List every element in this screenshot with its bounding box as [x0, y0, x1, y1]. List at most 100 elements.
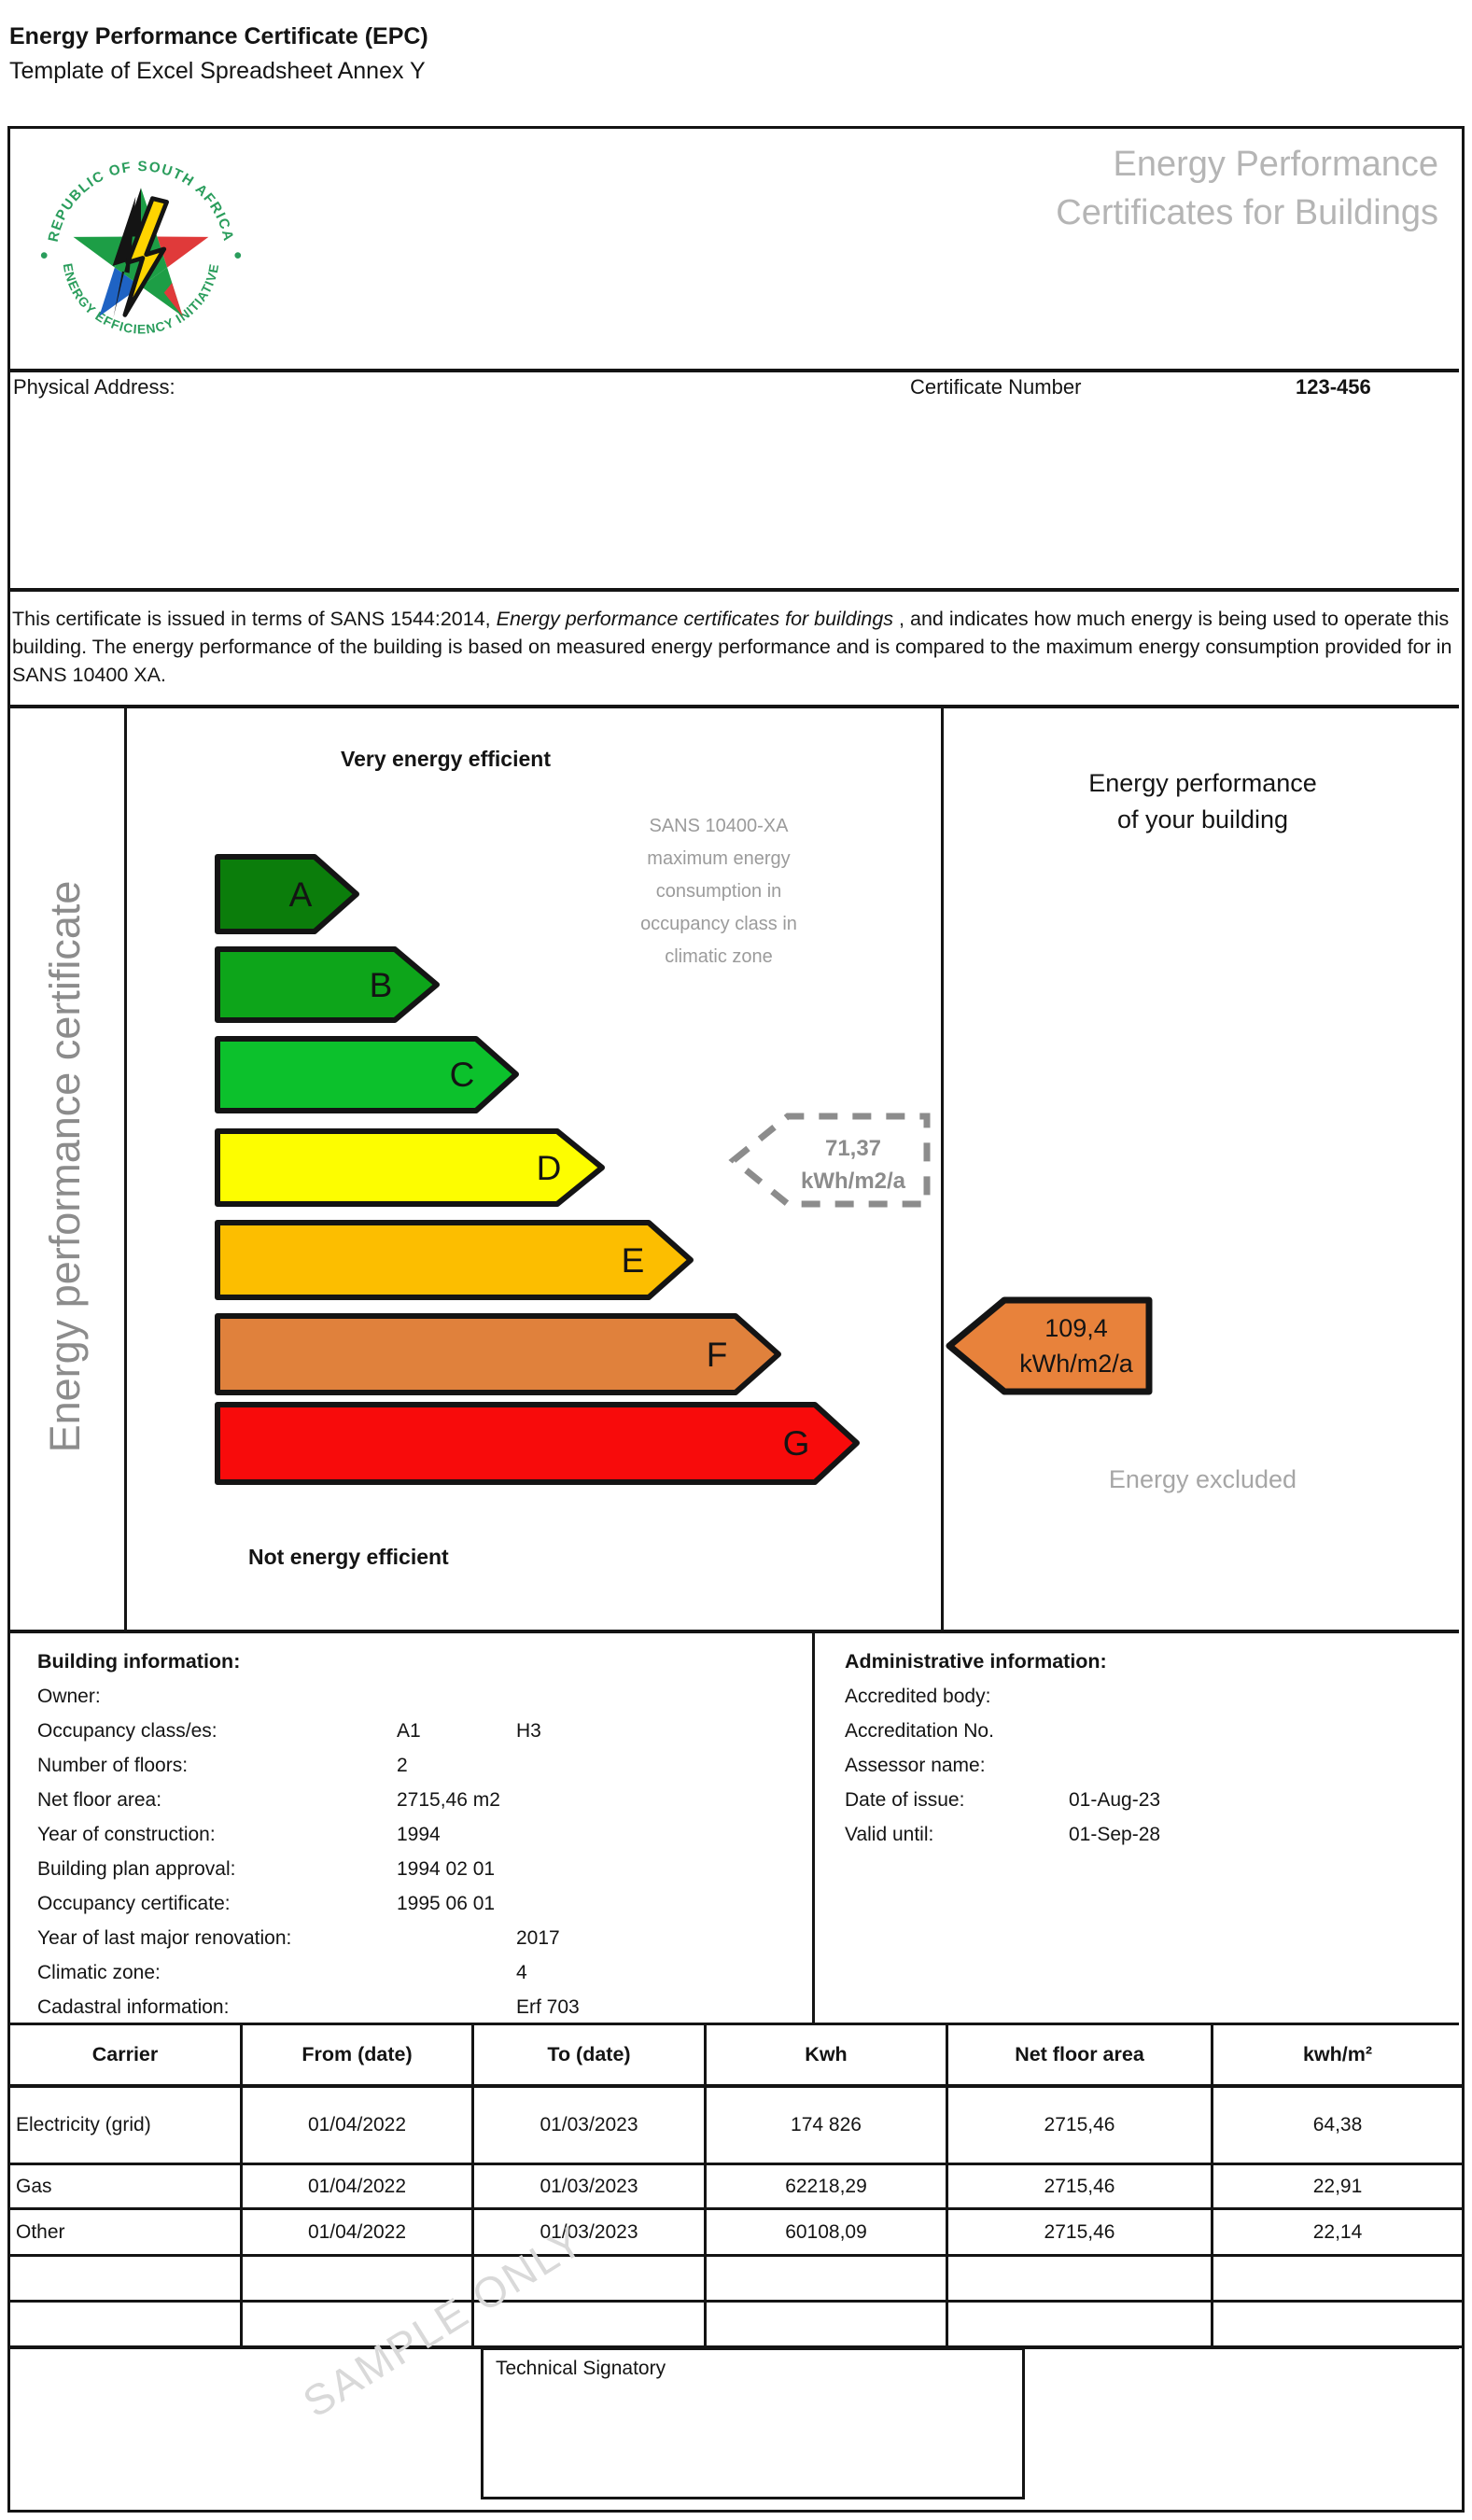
logo-right-dot — [234, 252, 242, 259]
reference-marker-value: 71,37 — [825, 1136, 881, 1161]
building-marker-unit: kWh/m2/a — [1019, 1350, 1134, 1378]
document-heading-line1: Energy Performance — [1113, 145, 1439, 184]
right-panel-heading-line1: Energy performance — [1088, 769, 1317, 797]
side-vertical-label: Energy performance certificate — [41, 880, 89, 1453]
lightning-bolt-icon — [122, 196, 169, 317]
page-subtitle: Template of Excel Spreadsheet Annex Y — [9, 58, 426, 84]
epc-rating-bands: A B C D E F G — [215, 854, 860, 1485]
note-line: occupancy class in — [640, 914, 797, 934]
table-cell: 01/04/2022 — [243, 2210, 474, 2257]
table-cell-empty — [10, 2257, 243, 2303]
table-cell: 2715,46 — [948, 2210, 1213, 2257]
note-line: climatic zone — [665, 946, 773, 967]
building-info-row: Year of last major renovation: 2017 — [37, 1927, 560, 1949]
band-g-letter: G — [783, 1424, 810, 1463]
table-cell: 60108,09 — [707, 2210, 948, 2257]
carrier-table: Carrier From (date) To (date) Kwh Net fl… — [10, 2025, 1462, 2348]
table-cell-empty — [707, 2257, 948, 2303]
energy-excluded-label: Energy excluded — [1108, 1465, 1297, 1493]
reference-marker-unit: kWh/m2/a — [801, 1169, 906, 1194]
band-a — [215, 854, 359, 934]
document-heading-line2: Certificates for Buildings — [1056, 193, 1438, 232]
technical-signatory-label: Technical Signatory — [496, 2358, 666, 2379]
document-heading: Energy Performance Certificates for Buil… — [1056, 140, 1438, 237]
band-a-letter: A — [289, 875, 313, 914]
page-title: Energy Performance Certificate (EPC) — [9, 23, 428, 49]
table-cell: 01/04/2022 — [243, 2165, 474, 2210]
certificate-number-value: 123-456 — [1296, 375, 1371, 399]
very-efficient-label: Very energy efficient — [341, 747, 551, 771]
band-c — [215, 1036, 519, 1113]
building-info-row: Climatic zone: 4 — [37, 1962, 527, 1983]
table-cell: 62218,29 — [707, 2165, 948, 2210]
table-cell: 64,38 — [1213, 2088, 1462, 2165]
building-info-heading: Building information: — [37, 1650, 241, 1673]
note-line: SANS 10400-XA — [649, 816, 789, 836]
building-info-row: Building plan approval: 1994 02 01 — [37, 1858, 496, 1880]
building-marker-value: 109,4 — [1044, 1314, 1108, 1342]
table-cell-empty — [707, 2303, 948, 2348]
building-info-section: Building information: Owner: Occupancy c… — [37, 1645, 803, 2024]
intro-after: , and indicates how much energy is being… — [12, 608, 1452, 686]
building-performance-marker: 109,4 kWh/m2/a — [946, 1296, 1153, 1395]
section-divider — [7, 1630, 1459, 1633]
admin-info-row: Valid until: 01-Sep-28 — [845, 1824, 1161, 1845]
info-divider — [812, 1630, 815, 2023]
col-header-net-floor-area: Net floor area — [948, 2025, 1213, 2088]
table-cell: 22,91 — [1213, 2165, 1462, 2210]
table-cell: 01/03/2023 — [474, 2165, 707, 2210]
building-info-row: Cadastral information: Erf 703 — [37, 1996, 580, 2018]
section-divider — [7, 369, 1459, 372]
table-cell-empty — [948, 2257, 1213, 2303]
building-info-row: Number of floors: 2 — [37, 1755, 408, 1776]
admin-info-section: Administrative information: Accredited b… — [845, 1645, 1451, 1852]
building-info-row: Net floor area: 2715,46 m2 — [37, 1789, 500, 1811]
physical-address-label: Physical Address: — [13, 375, 175, 399]
note-line: consumption in — [655, 881, 782, 902]
certificate-number-label: Certificate Number — [910, 375, 1082, 399]
technical-signatory-box: Technical Signatory — [481, 2347, 1025, 2499]
table-cell-empty — [1213, 2303, 1462, 2348]
band-b-letter: B — [370, 966, 393, 1004]
reference-marker-outline — [728, 1113, 931, 1208]
col-header-kwh-m2: kwh/m² — [1213, 2025, 1462, 2088]
section-divider — [7, 588, 1459, 592]
intro-before: This certificate is issued in terms of S… — [12, 608, 497, 630]
band-f — [215, 1313, 781, 1395]
building-info-row: Occupancy class/es: A1 H3 — [37, 1720, 541, 1742]
band-d — [215, 1128, 605, 1207]
sans-reference-note: SANS 10400-XA maximum energy consumption… — [597, 810, 840, 973]
south-africa-energy-efficiency-logo: REPUBLIC OF SOUTH AFRICA ENERGY EFFICIEN… — [40, 159, 242, 336]
right-panel-heading: Energy performance of your building — [943, 765, 1463, 838]
building-info-row: Year of construction: 1994 — [37, 1824, 441, 1845]
table-cell: 22,14 — [1213, 2210, 1462, 2257]
band-e — [215, 1220, 694, 1300]
intro-paragraph: This certificate is issued in terms of S… — [12, 605, 1454, 689]
table-cell: 174 826 — [707, 2088, 948, 2165]
admin-info-row: Accreditation No. — [845, 1720, 994, 1742]
document-border — [7, 126, 1465, 2513]
section-divider — [7, 705, 1459, 708]
col-header-from: From (date) — [243, 2025, 474, 2088]
table-cell-empty — [10, 2303, 243, 2348]
admin-info-row: Date of issue: 01-Aug-23 — [845, 1789, 1161, 1811]
chart-right-divider — [941, 705, 944, 1630]
note-line: maximum energy — [647, 848, 791, 869]
logo-left-dot — [40, 252, 48, 259]
admin-info-row: Accredited body: — [845, 1686, 991, 1707]
table-top-border — [7, 2023, 1459, 2025]
table-cell: 2715,46 — [948, 2088, 1213, 2165]
table-cell: 01/03/2023 — [474, 2210, 707, 2257]
right-panel-heading-line2: of your building — [1116, 805, 1289, 833]
band-e-letter: E — [622, 1241, 645, 1280]
admin-info-row: Assessor name: — [845, 1755, 986, 1776]
reference-marker: 71,37 kWh/m2/a — [728, 1113, 931, 1208]
intro-italic: Energy performance certificates for buil… — [496, 608, 894, 630]
star-icon — [73, 188, 209, 318]
band-c-letter: C — [450, 1056, 475, 1094]
building-info-row: Occupancy certificate: 1995 06 01 — [37, 1893, 496, 1914]
building-marker-arrow — [946, 1296, 1153, 1395]
band-d-letter: D — [537, 1149, 562, 1187]
not-efficient-label: Not energy efficient — [248, 1545, 449, 1569]
